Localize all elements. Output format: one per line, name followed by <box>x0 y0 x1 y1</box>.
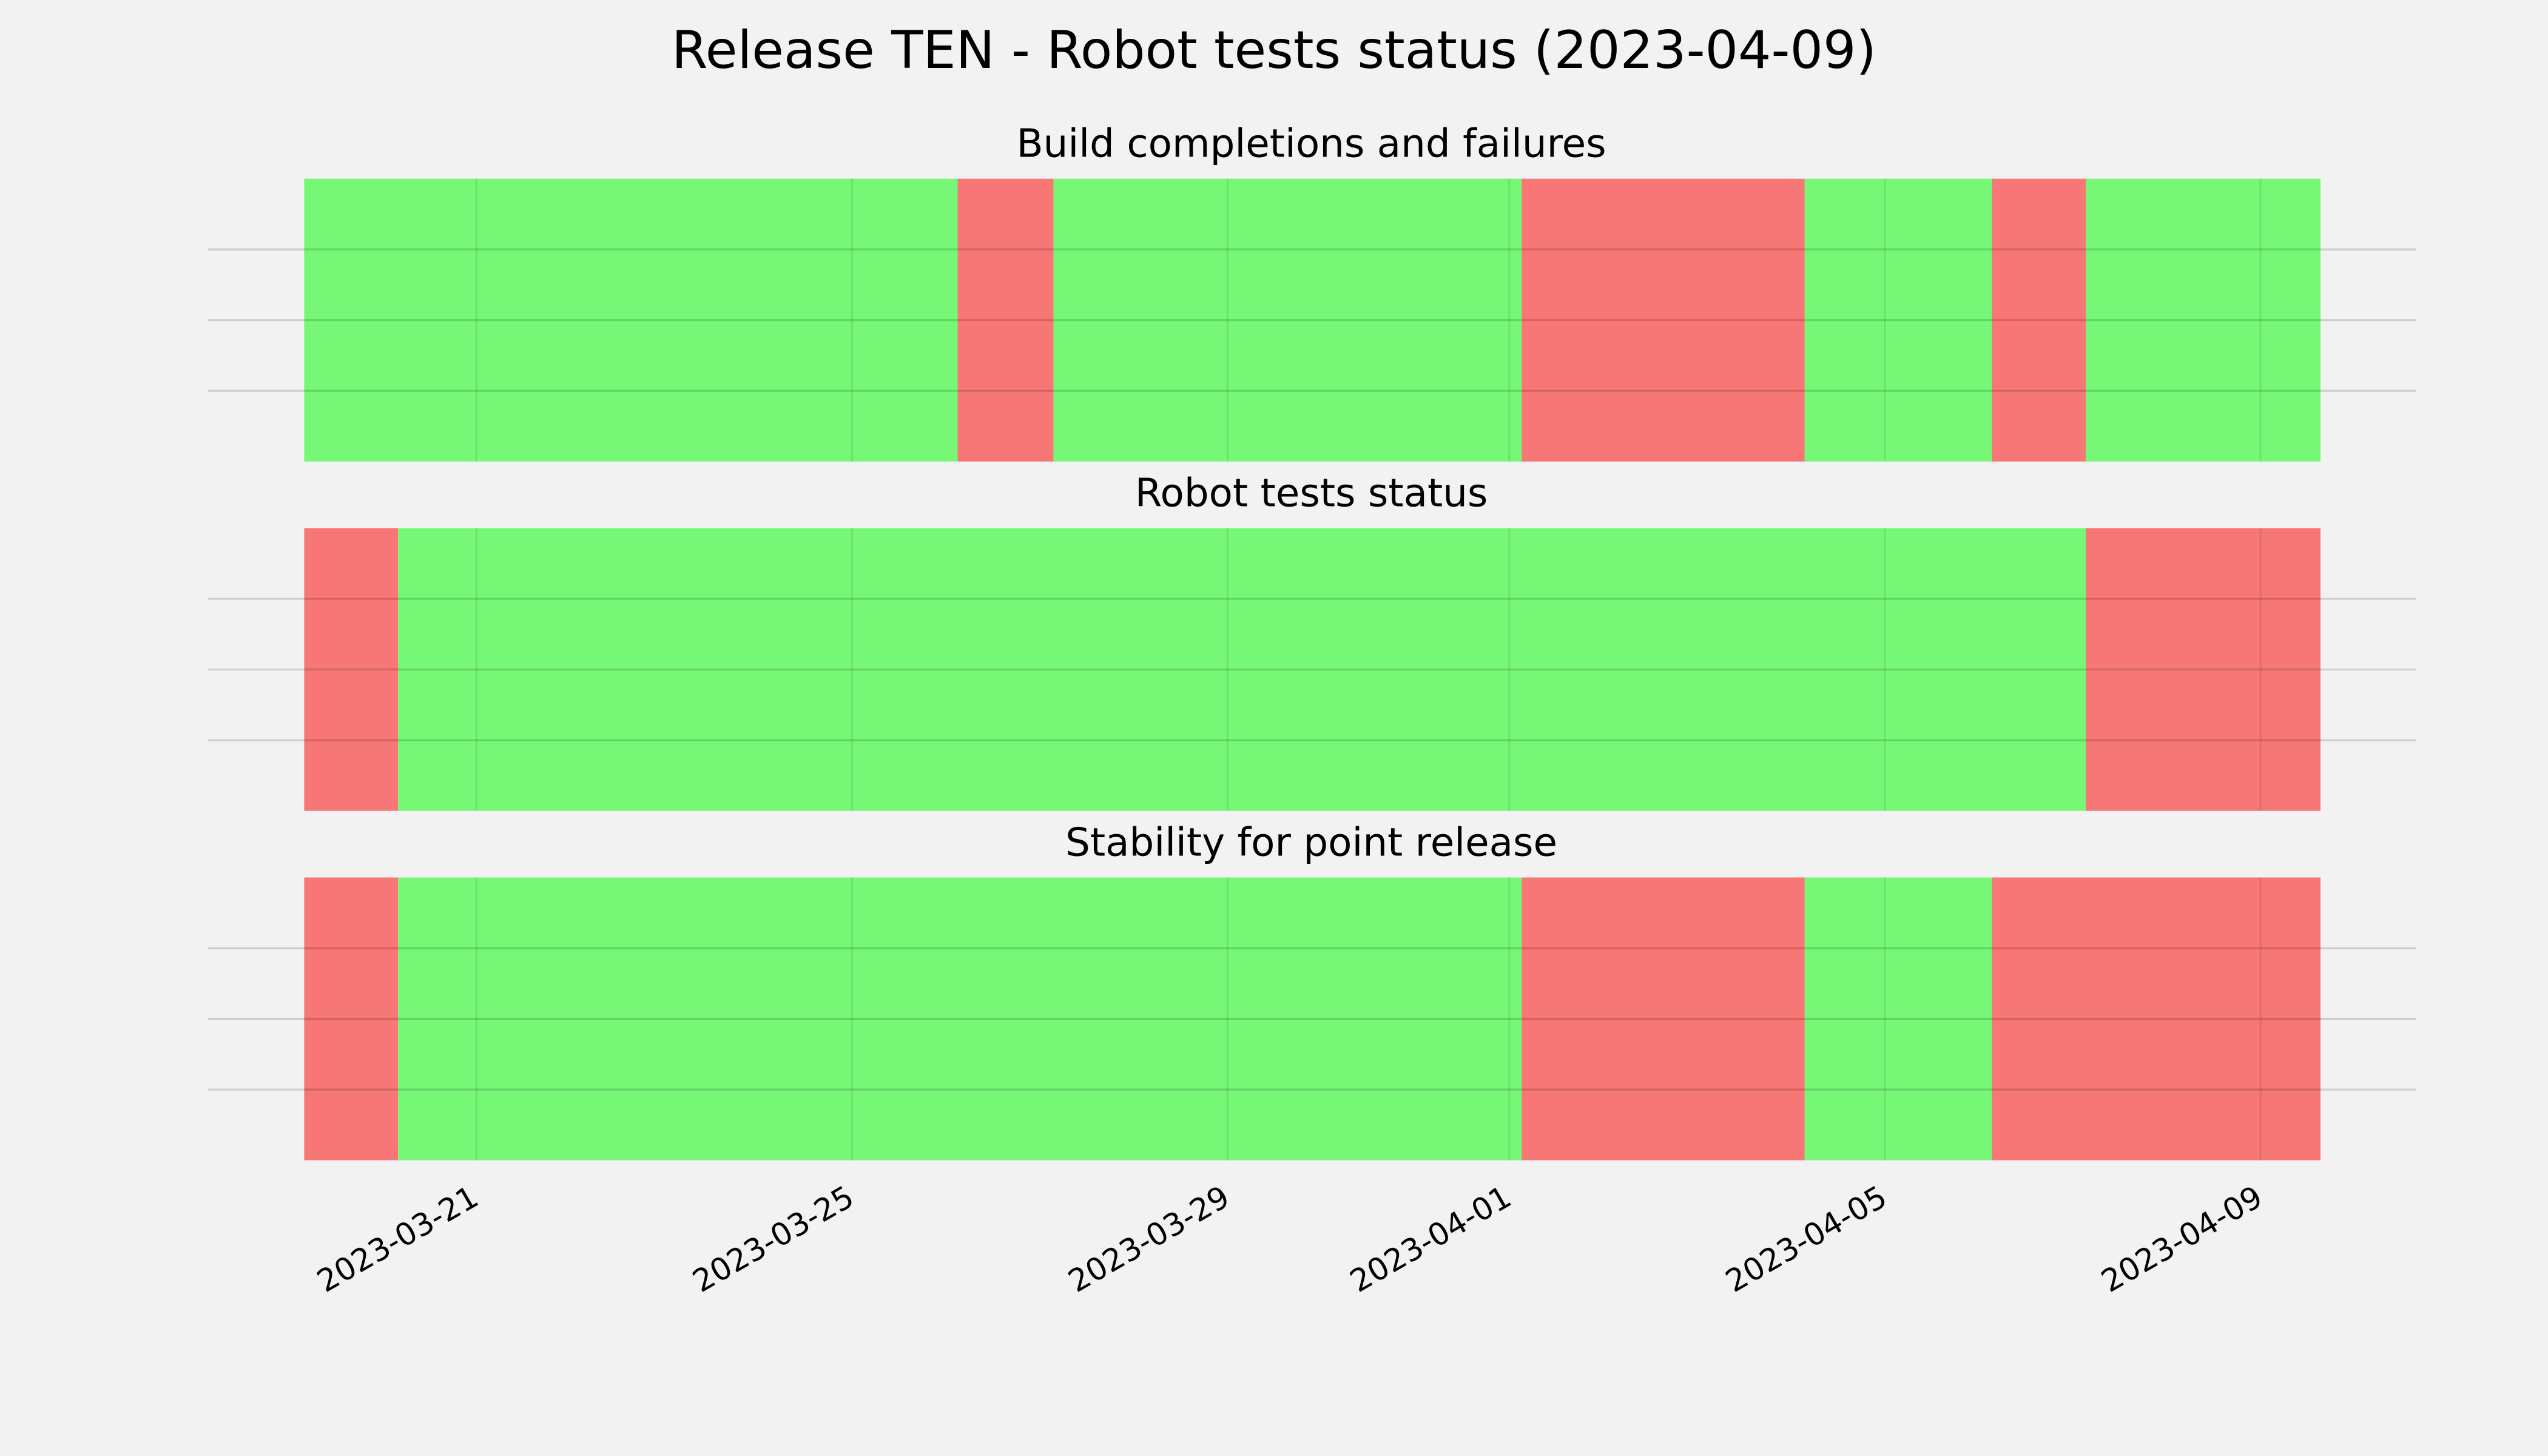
chart-title: Release TEN - Robot tests status (2023-0… <box>672 20 1876 81</box>
status-segment <box>304 877 399 1161</box>
status-segment <box>304 178 958 462</box>
status-segment <box>1992 877 2321 1161</box>
panel-title: Robot tests status <box>1135 471 1488 516</box>
panel-title: Stability for point release <box>1065 820 1557 865</box>
status-segment <box>1053 178 1522 462</box>
status-segment <box>1522 877 1805 1161</box>
status-segment <box>2086 178 2321 462</box>
status-segment <box>1992 178 2086 462</box>
status-segment <box>1804 178 1992 462</box>
status-segment <box>398 877 1522 1161</box>
status-segment <box>2086 528 2321 811</box>
status-segment <box>304 528 399 811</box>
status-segment <box>1522 178 1805 462</box>
status-segment <box>1804 877 1992 1161</box>
status-segment <box>957 178 1054 462</box>
status-segment <box>398 528 2086 811</box>
panel-title: Build completions and failures <box>1017 121 1606 167</box>
